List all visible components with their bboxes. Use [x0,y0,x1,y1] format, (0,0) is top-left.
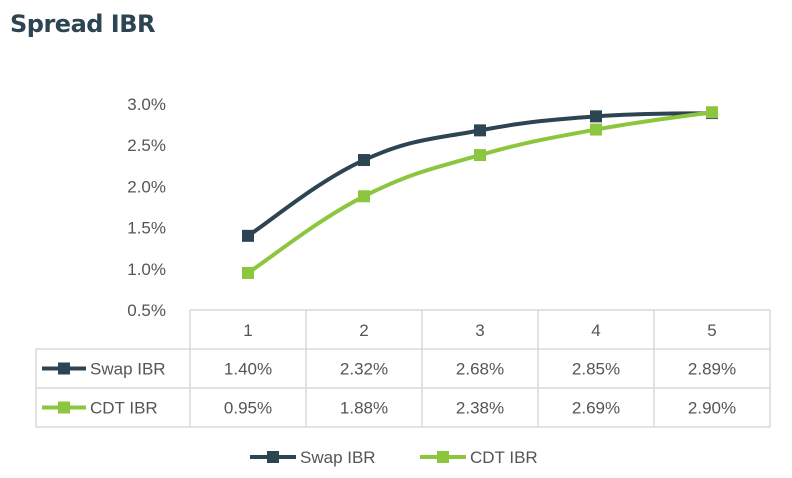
row-legend-marker [58,401,70,414]
y-tick-label: 3.0% [127,95,166,114]
data-point [474,149,486,162]
legend-marker [437,451,449,463]
data-label: 2.32% [340,360,388,379]
y-tick-label: 2.5% [127,136,166,155]
data-label: 1.88% [340,399,388,418]
x-category-label: 4 [591,321,600,340]
y-tick-label: 0.5% [127,301,166,320]
data-table: 1 2 3 4 5 Swap IBR 1.40% 2.32% 2.68% 2.85% 2.89% CD… [35,309,771,428]
y-tick-label: 1.5% [127,219,166,238]
data-label: 1.40% [224,360,272,379]
row-series-label: Swap IBR [90,360,166,379]
y-axis-ticks: 0.5% 1.0% 1.5% 2.0% 2.5% 3.0% [127,95,166,320]
data-point [590,123,602,136]
y-tick-label: 2.0% [127,177,166,196]
data-point [474,124,486,137]
legend-label: Swap IBR [300,448,376,467]
data-point [242,266,254,279]
data-point [358,190,370,203]
data-label: 2.38% [456,399,504,418]
data-label: 2.68% [456,360,504,379]
series-lines [242,106,718,279]
data-label: 2.89% [688,360,736,379]
data-point [242,229,254,242]
data-label: 2.85% [572,360,620,379]
chart-title: Spread IBR [10,10,156,38]
legend-marker [267,451,279,463]
data-point [358,154,370,167]
y-tick-label: 1.0% [127,260,166,279]
x-category-label: 3 [475,321,484,340]
x-category-label: 5 [707,321,716,340]
data-point [706,106,718,119]
row-legend-marker [58,362,70,375]
legend-label: CDT IBR [470,448,538,467]
legend: Swap IBR CDT IBR [250,448,538,467]
data-point [590,110,602,123]
data-label: 0.95% [224,399,272,418]
row-series-label: CDT IBR [90,399,158,418]
x-category-label: 2 [359,321,368,340]
data-label: 2.90% [688,399,736,418]
x-category-label: 1 [243,321,252,340]
data-label: 2.69% [572,399,620,418]
